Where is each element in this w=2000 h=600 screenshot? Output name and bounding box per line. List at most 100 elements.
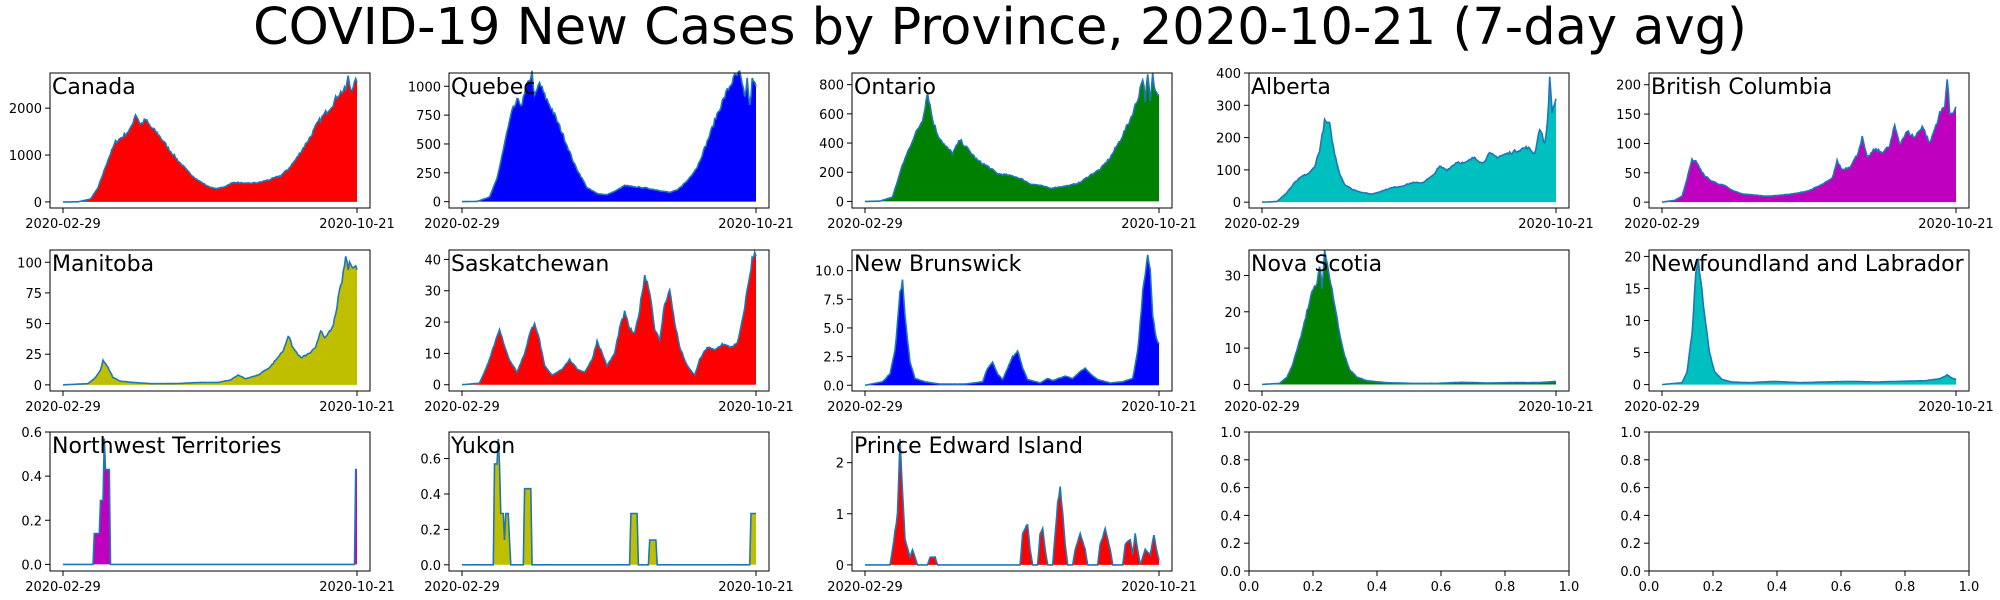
y-tick-label: 500 (416, 138, 441, 153)
subplot-label: Saskatchewan (451, 252, 609, 277)
y-tick-label: 7.5 (823, 293, 844, 308)
subplot-ontario: 0 200 400 600 800 2020-02-29 2020-10-21 Ontario (819, 72, 1197, 232)
series-area (1662, 79, 1956, 203)
subplot-british-columbia: 0 50 100 150 200 2020-02-29 2020-10-21 British … (1616, 72, 1994, 232)
y-tick-label: 0.6 (420, 453, 441, 468)
axes-frame (1648, 72, 1970, 209)
subplot-label: Quebec (451, 75, 535, 100)
x-tick-label: 2020-02-29 (25, 400, 101, 415)
y-tick-label: 10 (1624, 315, 1641, 330)
y-tick-label: 2.5 (823, 351, 844, 366)
y-tick-label: 30 (424, 285, 441, 300)
y-tick-label: 2000 (9, 102, 42, 117)
x-tick-label: 0.6 (1831, 580, 1852, 595)
x-tick-label: 2020-10-21 (718, 580, 794, 595)
series-line (461, 249, 757, 386)
subplot-alberta: 0 100 200 300 400 2020-02-29 2020-10-21 Alberta (1216, 67, 1594, 232)
y-tick-label: 50 (25, 318, 42, 333)
axes-frame (851, 72, 1173, 209)
subplot-empty-1: 0.0 0.2 0.4 0.6 0.8 1.0 0.0 0.2 0.4 0.6 0.8 1.0 (1220, 426, 1579, 595)
subplot-label: British Columbia (1651, 75, 1832, 100)
subplot-label: Yukon (450, 434, 515, 459)
y-tick-label: 0 (1233, 378, 1241, 393)
y-tick-label: 0.4 (1220, 509, 1241, 524)
series-line (1261, 250, 1557, 386)
axes-frame (448, 431, 770, 572)
x-tick-label: 0.0 (1239, 580, 1260, 595)
y-tick-label: 20 (424, 316, 441, 331)
y-tick-label: 15 (1624, 282, 1641, 297)
x-tick-label: 2020-02-29 (1624, 217, 1700, 232)
y-tick-label: 200 (1216, 132, 1241, 147)
x-tick-label: 2020-02-29 (424, 400, 500, 415)
subplot-newfoundland-and-labrador: 0 5 10 15 20 2020-02-29 2020-10-21 Newfoundland… (1624, 249, 1994, 415)
y-tick-label: 0.2 (21, 514, 42, 529)
y-tick-label: 0.0 (420, 559, 441, 574)
axes-frame (1248, 431, 1570, 572)
x-tick-label: 0.2 (1703, 580, 1724, 595)
y-tick-label: 20 (1224, 306, 1241, 321)
y-tick-label: 0.0 (823, 379, 844, 394)
y-tick-label: 1000 (9, 149, 42, 164)
axes-frame (49, 431, 371, 572)
y-tick-label: 0.2 (420, 523, 441, 538)
x-tick-label: 0.8 (1495, 580, 1516, 595)
y-tick-label: 0.6 (1620, 482, 1641, 497)
y-tick-label: 0 (34, 196, 42, 211)
x-tick-label: 2020-02-29 (1624, 400, 1700, 415)
y-tick-label: 0.4 (420, 488, 441, 503)
y-tick-label: 100 (17, 256, 42, 271)
axes-frame (49, 72, 371, 209)
x-tick-label: 2020-02-29 (424, 217, 500, 232)
x-tick-label: 2020-10-21 (1518, 400, 1594, 415)
series-line (462, 439, 756, 566)
x-tick-label: 1.0 (1559, 580, 1580, 595)
series-line (1261, 76, 1557, 203)
y-tick-label: 40 (424, 253, 441, 268)
series-area (462, 70, 756, 202)
y-tick-label: 250 (416, 167, 441, 182)
x-tick-label: 0.4 (1767, 580, 1788, 595)
figure-title: COVID-19 New Cases by Province, 2020-10-… (253, 0, 1747, 57)
series-area (1662, 258, 1956, 385)
y-tick-label: 0.8 (1620, 454, 1641, 469)
y-tick-label: 75 (25, 287, 42, 302)
subplot-northwest-territories: 0.0 0.2 0.4 0.6 2020-02-29 2020-10-21 Northwes… (21, 426, 394, 595)
y-tick-label: 100 (1216, 164, 1241, 179)
series-area (462, 252, 756, 385)
y-tick-label: 30 (1224, 269, 1241, 284)
subplot-label: Newfoundland and Labrador (1651, 252, 1965, 277)
subplot-manitoba: 0 25 50 75 100 2020-02-29 2020-10-21 Manitoba (17, 249, 395, 415)
axes-frame (448, 249, 770, 392)
series-line (461, 69, 757, 203)
axes-frame (1248, 249, 1570, 392)
subplot-label: New Brunswick (854, 252, 1022, 277)
subplot-new-brunswick: 0.0 2.5 5.0 7.5 10.0 2020-02-29 2020-10-21 New … (815, 249, 1197, 415)
series-line (62, 256, 358, 386)
subplot-prince-edward-island: 0 1 2 2020-02-29 2020-10-21 Prince Edward Isl… (827, 431, 1197, 595)
series-area (63, 75, 357, 202)
y-tick-label: 10.0 (815, 265, 844, 280)
x-tick-label: 2020-02-29 (424, 580, 500, 595)
series-line (864, 254, 1160, 387)
axes-frame (1248, 72, 1570, 209)
axes-frame (851, 431, 1173, 572)
series-area (63, 256, 357, 385)
y-tick-label: 0 (1233, 196, 1241, 211)
subplot-yukon: 0.0 0.2 0.4 0.6 2020-02-29 2020-10-21 Yukon (420, 431, 794, 595)
series-area (865, 73, 1159, 202)
x-tick-label: 0.4 (1367, 580, 1388, 595)
series-line (63, 75, 358, 203)
y-tick-label: 1000 (408, 80, 441, 95)
y-tick-label: 2 (836, 457, 844, 472)
subplot-label: Prince Edward Island (854, 434, 1083, 459)
series-area (865, 439, 1159, 565)
y-tick-label: 750 (416, 109, 441, 124)
x-tick-label: 2020-10-21 (1918, 217, 1994, 232)
x-tick-label: 2020-02-29 (827, 400, 903, 415)
x-tick-label: 2020-10-21 (319, 217, 395, 232)
y-tick-label: 25 (25, 348, 42, 363)
y-tick-label: 0 (836, 195, 844, 210)
subplot-label: Manitoba (52, 252, 154, 277)
